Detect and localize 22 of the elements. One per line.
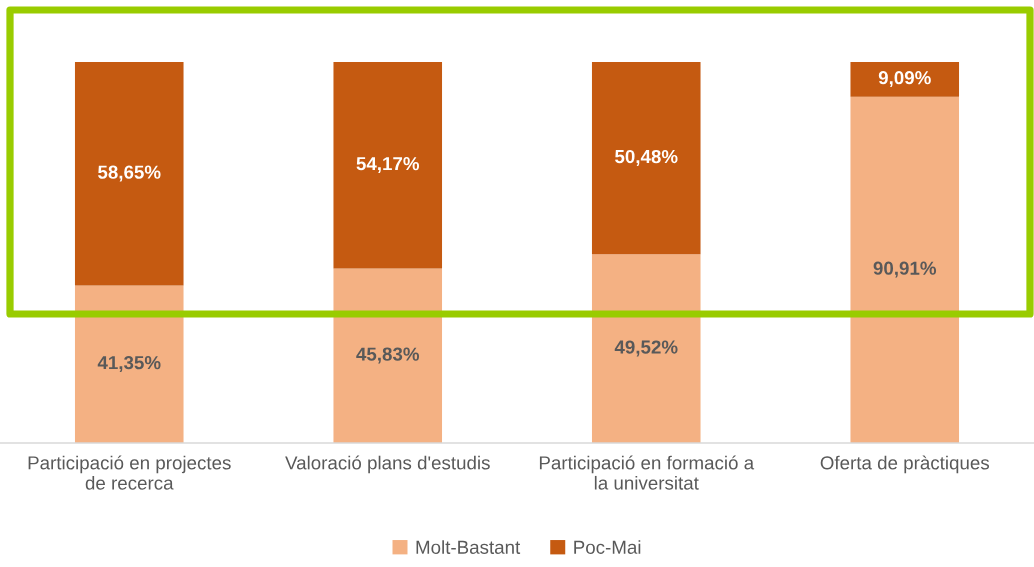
data-label: 54,17%	[356, 157, 420, 173]
bar	[333, 268, 443, 443]
bar	[333, 62, 443, 269]
x-tick-label: Participació en formació a la universitat	[539, 455, 755, 490]
x-tick-label: Oferta de pràctiques	[820, 455, 990, 474]
data-label: 45,83%	[356, 347, 420, 364]
x-tick-label: Participació en projectes de recerca	[28, 455, 231, 490]
legend-label: Poc-Mai	[574, 540, 641, 554]
bar	[591, 254, 701, 443]
data-label: 41,35%	[97, 355, 161, 372]
x-tick-label: Valoració plans d'estudis	[285, 455, 490, 474]
data-label: 9,09%	[878, 71, 931, 88]
bar	[74, 285, 184, 443]
legend-label: Molt-Bastant	[416, 540, 521, 554]
bar	[850, 62, 960, 97]
bar	[591, 62, 701, 255]
data-label: 90,91%	[873, 261, 937, 278]
data-label: 58,65%	[98, 165, 161, 182]
bar	[850, 96, 960, 443]
bar	[74, 62, 184, 286]
data-label: 49,52%	[614, 340, 678, 357]
data-label: 50,48%	[615, 149, 678, 166]
